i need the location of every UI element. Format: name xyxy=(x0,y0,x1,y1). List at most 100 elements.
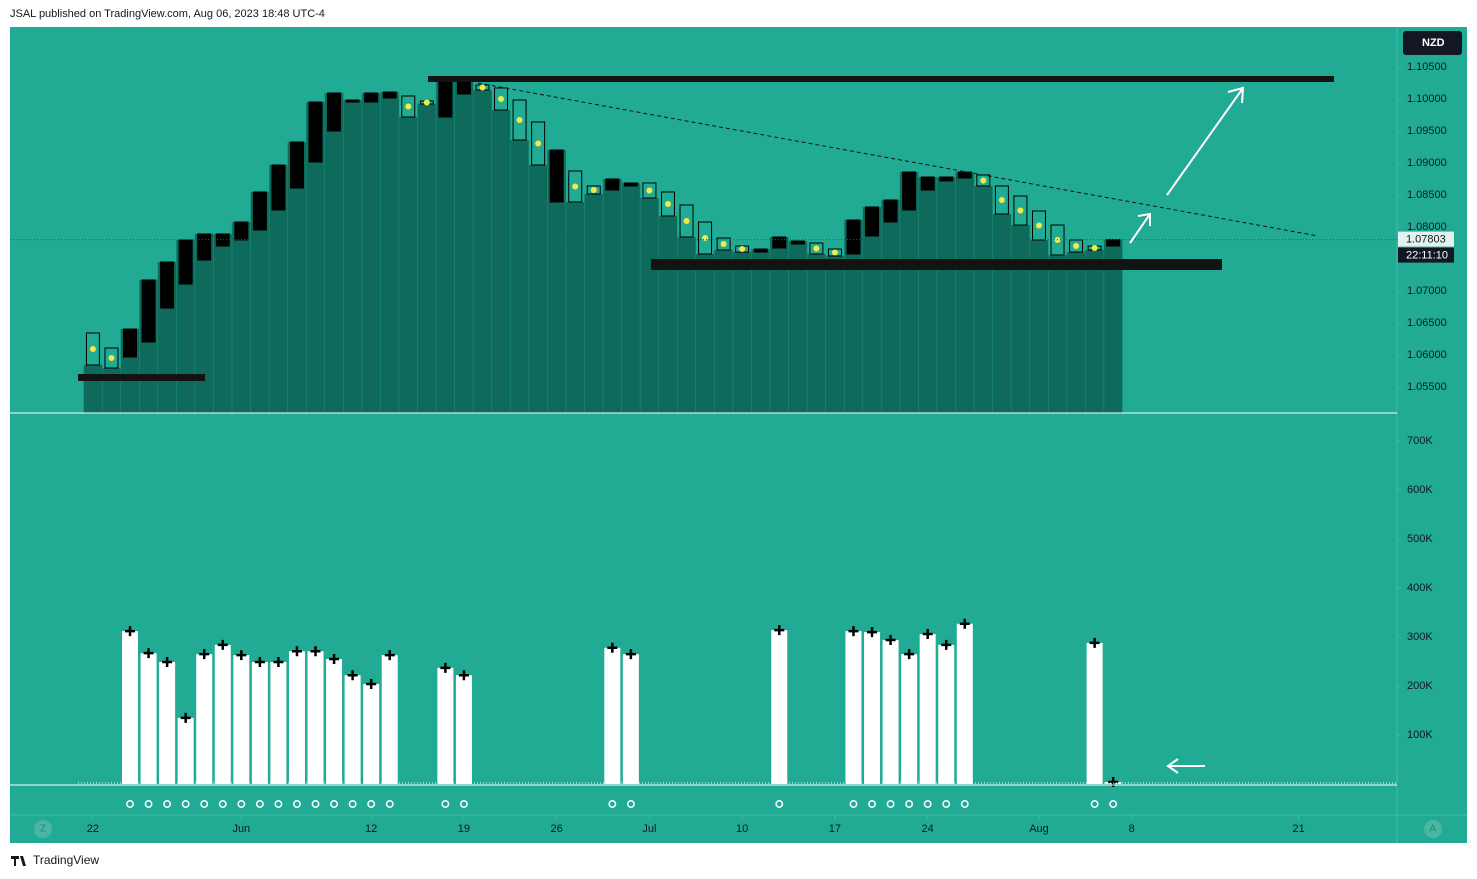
candle xyxy=(716,237,731,251)
signal-marker xyxy=(274,800,283,808)
candle-dot xyxy=(479,84,486,91)
volume-bar xyxy=(307,651,324,784)
volume-bar xyxy=(956,623,973,784)
y-tick-label: 1.07000 xyxy=(1407,285,1447,297)
candle xyxy=(660,191,675,217)
volume-bar xyxy=(140,653,157,784)
volume-marker xyxy=(384,650,395,661)
close-column xyxy=(621,182,641,414)
candle xyxy=(623,182,638,187)
candle-dot xyxy=(664,200,671,207)
zoom-icon[interactable] xyxy=(34,820,52,838)
volume-bar xyxy=(196,654,213,784)
close-column xyxy=(1010,224,1030,414)
volume-bar xyxy=(437,667,454,784)
volume-marker xyxy=(143,648,154,659)
signal-marker xyxy=(441,800,450,808)
candle-dot xyxy=(535,140,542,147)
candle-dot xyxy=(683,217,690,224)
signal-marker xyxy=(960,800,969,808)
close-column xyxy=(1085,249,1105,414)
candle xyxy=(679,204,694,238)
signal-marker xyxy=(626,800,635,808)
candle xyxy=(1106,239,1121,247)
close-column xyxy=(1048,254,1068,414)
y-tick-label: 1.06500 xyxy=(1407,317,1447,329)
candle xyxy=(790,240,805,245)
signal-marker xyxy=(942,800,951,808)
volume-marker xyxy=(236,650,247,661)
candle xyxy=(512,99,527,141)
volume-marker xyxy=(904,649,915,660)
y-tick-label: 200K xyxy=(1407,680,1433,692)
close-column xyxy=(602,178,622,414)
close-column xyxy=(714,249,734,414)
candle xyxy=(568,170,583,203)
candle xyxy=(215,233,230,247)
candle xyxy=(308,101,323,163)
candle-dot xyxy=(516,117,523,124)
close-column xyxy=(732,251,752,414)
candle xyxy=(85,332,100,366)
candle-dot xyxy=(980,177,987,184)
close-column xyxy=(213,233,233,414)
volume-bar xyxy=(122,631,139,784)
close-column xyxy=(194,233,214,414)
candle xyxy=(1013,195,1028,226)
candle-dot xyxy=(405,103,412,110)
signal-marker xyxy=(367,800,376,808)
candle xyxy=(234,221,249,241)
candle-dot xyxy=(108,355,115,362)
currency-badge[interactable] xyxy=(1403,31,1462,55)
close-column xyxy=(343,99,363,414)
candle-dot xyxy=(1091,244,1098,251)
candle xyxy=(141,279,156,343)
trend-line xyxy=(477,82,1319,237)
volume-marker xyxy=(329,654,340,665)
signal-marker xyxy=(385,800,394,808)
resistance-line xyxy=(428,76,1334,82)
signal-marker xyxy=(886,800,895,808)
signal-marker xyxy=(923,800,932,808)
candle-dot xyxy=(1035,222,1042,229)
candle xyxy=(549,149,564,203)
candle-dot xyxy=(1073,243,1080,250)
volume-marker xyxy=(848,626,859,637)
auto-scale-icon[interactable] xyxy=(1424,820,1442,838)
countdown-label: 22:11:10 xyxy=(1406,250,1448,262)
candle xyxy=(364,92,379,103)
volume-bar xyxy=(177,717,194,784)
signal-marker xyxy=(1090,800,1099,808)
volume-bar xyxy=(344,675,361,784)
footer: TradingView xyxy=(33,853,99,867)
signal-marker xyxy=(459,800,468,808)
volume-marker xyxy=(625,649,636,660)
x-tick-label: 10 xyxy=(736,823,748,835)
signal-marker xyxy=(348,800,357,808)
close-column xyxy=(695,253,715,414)
volume-bar xyxy=(901,654,918,784)
signal-marker xyxy=(1109,800,1118,808)
close-column xyxy=(324,92,344,414)
close-column xyxy=(992,213,1012,414)
candle xyxy=(827,248,842,257)
y-tick-label: 400K xyxy=(1407,582,1433,594)
last-price-box xyxy=(1398,231,1454,247)
candle xyxy=(1069,239,1084,253)
candle xyxy=(456,80,471,95)
volume-bar xyxy=(604,647,621,784)
volume-marker xyxy=(199,649,210,660)
close-column xyxy=(639,197,659,414)
signal-marker xyxy=(255,800,264,808)
signal-marker xyxy=(237,800,246,808)
x-tick-label: Jun xyxy=(232,823,250,835)
close-column xyxy=(380,91,400,414)
signal-marker xyxy=(775,800,784,808)
candle xyxy=(735,245,750,253)
candle xyxy=(494,87,509,111)
volume-bar xyxy=(381,655,398,784)
close-column xyxy=(83,364,103,414)
candle-dot xyxy=(89,345,96,352)
candle xyxy=(178,239,193,285)
